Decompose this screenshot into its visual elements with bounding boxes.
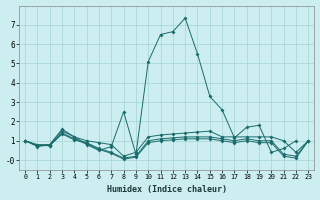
- X-axis label: Humidex (Indice chaleur): Humidex (Indice chaleur): [107, 185, 227, 194]
